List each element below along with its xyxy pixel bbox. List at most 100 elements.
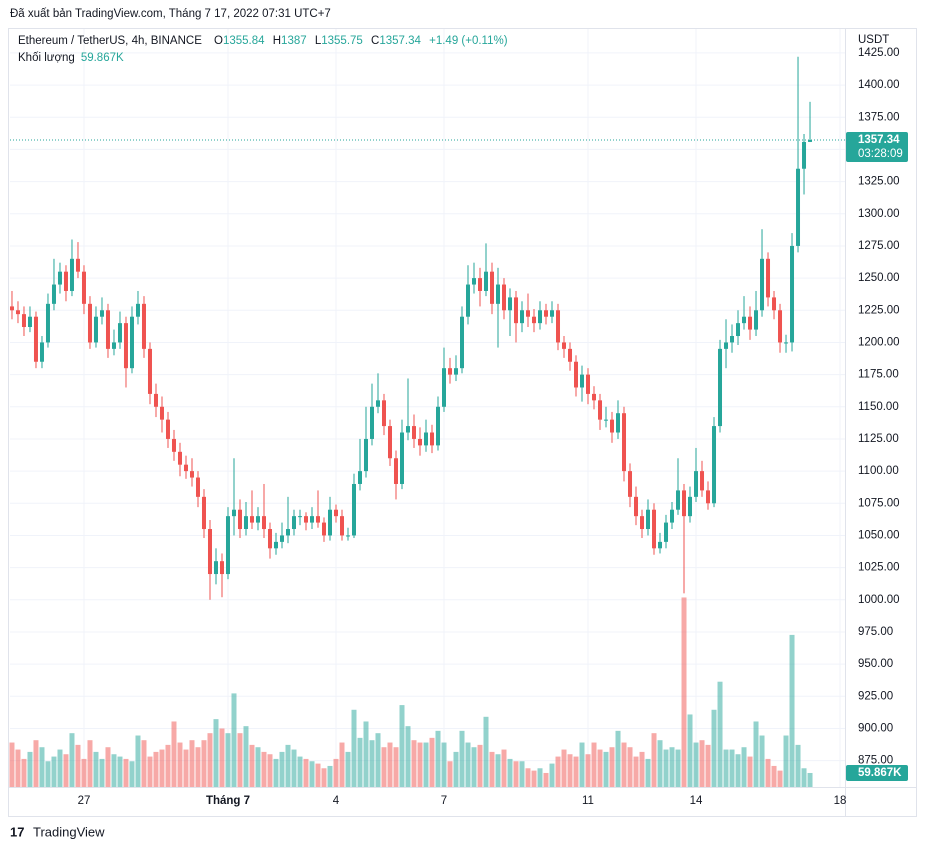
candle-body bbox=[423, 432, 428, 446]
c-label: C bbox=[371, 35, 379, 47]
volume-bar bbox=[549, 763, 555, 787]
candle-body bbox=[712, 426, 717, 504]
volume-bar bbox=[195, 747, 201, 787]
volume-bar bbox=[789, 634, 795, 787]
candle-body bbox=[586, 374, 591, 394]
candle-body bbox=[496, 284, 501, 304]
candle-body bbox=[171, 438, 176, 452]
candle-body bbox=[430, 432, 435, 446]
volume-bar bbox=[51, 756, 57, 787]
volume-bar bbox=[207, 733, 213, 787]
candle-body bbox=[700, 471, 705, 491]
volume-bar bbox=[213, 719, 219, 787]
candle-body bbox=[75, 258, 80, 272]
candle-body bbox=[742, 316, 747, 324]
candle-body bbox=[123, 323, 128, 369]
c-value: 1357.34 bbox=[379, 35, 421, 47]
volume-bar bbox=[435, 730, 441, 787]
candle-body bbox=[778, 310, 783, 343]
candle-body bbox=[478, 278, 483, 291]
candle-body bbox=[417, 438, 422, 446]
volume-bar bbox=[231, 693, 237, 787]
candle-body bbox=[442, 368, 447, 407]
candle-body bbox=[93, 316, 98, 343]
candle-body bbox=[69, 258, 74, 291]
candle-body bbox=[562, 342, 567, 349]
volume-bar bbox=[405, 726, 411, 787]
candle-body bbox=[297, 516, 302, 518]
candle-body bbox=[249, 516, 254, 523]
candle-body bbox=[399, 432, 404, 484]
volume-bar bbox=[567, 754, 573, 787]
y-tick-label: 1125.00 bbox=[858, 433, 899, 445]
volume-bar bbox=[303, 758, 309, 787]
candle-body bbox=[502, 284, 507, 311]
volume-bar bbox=[573, 756, 579, 787]
candle-body bbox=[15, 310, 20, 315]
candle-body bbox=[177, 451, 182, 465]
candle-body bbox=[87, 303, 92, 343]
change: +1.49 (+0.11%) bbox=[429, 35, 508, 47]
volume-bar bbox=[441, 742, 447, 787]
volume-bar bbox=[345, 751, 351, 787]
volume-bar bbox=[639, 751, 645, 787]
volume-bar bbox=[699, 740, 705, 787]
volume-bar bbox=[63, 754, 69, 787]
candle-body bbox=[592, 393, 597, 401]
y-tick-label: 1425.00 bbox=[858, 47, 900, 59]
candle-body bbox=[574, 361, 579, 388]
candle-body bbox=[472, 278, 477, 285]
candle-body bbox=[772, 297, 777, 311]
y-tick-label: 1400.00 bbox=[858, 79, 900, 91]
volume-bar bbox=[219, 728, 225, 787]
candle-body bbox=[718, 348, 723, 427]
x-tick-label: 11 bbox=[582, 795, 594, 807]
candle-body bbox=[532, 316, 537, 324]
candle-body bbox=[57, 271, 62, 285]
volume-bar bbox=[429, 737, 435, 787]
candle-body bbox=[81, 271, 86, 304]
candle-body bbox=[550, 310, 555, 317]
volume-bar bbox=[321, 768, 327, 787]
candle-body bbox=[736, 323, 741, 337]
volume-bar bbox=[645, 758, 651, 787]
y-tick-label: 1000.00 bbox=[858, 594, 900, 606]
candle-body bbox=[411, 426, 416, 439]
volume-name: Khối lượng bbox=[18, 52, 75, 64]
candle-body bbox=[754, 310, 759, 330]
volume-bar bbox=[315, 763, 321, 787]
y-tick-label: 1025.00 bbox=[858, 562, 900, 574]
volume-bar bbox=[663, 749, 669, 787]
volume-bar bbox=[603, 751, 609, 787]
volume-pane bbox=[9, 597, 813, 787]
volume-bar bbox=[729, 749, 735, 787]
y-tick-label: 1300.00 bbox=[858, 208, 900, 220]
candle-body bbox=[105, 310, 110, 349]
volume-bar bbox=[273, 758, 279, 787]
volume-bar bbox=[561, 749, 567, 787]
candle-body bbox=[33, 316, 38, 362]
candle-body bbox=[694, 471, 699, 497]
volume-bar bbox=[93, 751, 99, 787]
candle-body bbox=[201, 496, 206, 530]
volume-bar bbox=[669, 747, 675, 787]
candle-body bbox=[63, 271, 68, 291]
volume-bar bbox=[369, 740, 375, 787]
volume-bar bbox=[801, 768, 807, 787]
candle-body bbox=[369, 406, 374, 439]
volume-bar bbox=[159, 749, 165, 787]
volume-bar bbox=[9, 742, 15, 787]
volume-bar bbox=[165, 744, 171, 787]
volume-bar bbox=[291, 749, 297, 787]
y-tick-label: 1225.00 bbox=[858, 304, 900, 316]
candle-body bbox=[291, 516, 296, 530]
volume-bar bbox=[747, 756, 753, 787]
y-tick-label: 1200.00 bbox=[858, 336, 900, 348]
candle-body bbox=[652, 509, 657, 549]
x-tick-label: Tháng 7 bbox=[206, 795, 250, 807]
candle-body bbox=[189, 471, 194, 478]
volume-bar bbox=[153, 751, 159, 787]
volume-bar bbox=[375, 733, 381, 787]
candle-body bbox=[490, 271, 495, 304]
volume-bar bbox=[15, 749, 21, 787]
